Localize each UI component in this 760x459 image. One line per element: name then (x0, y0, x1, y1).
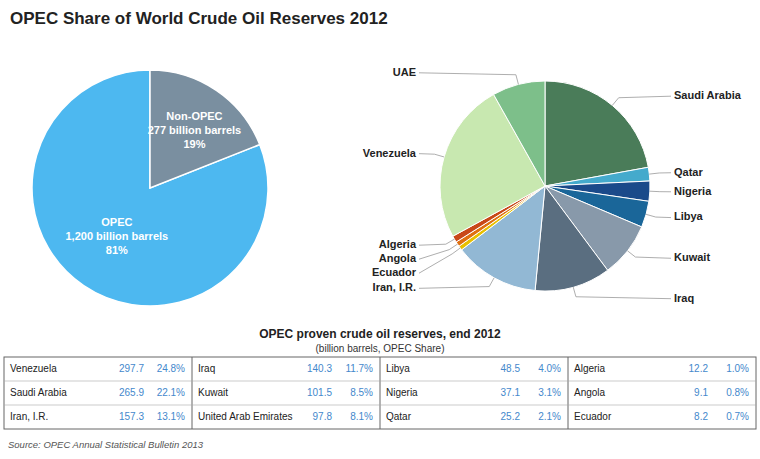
table-share: 0.7% (726, 411, 749, 422)
main-pie (32, 70, 268, 306)
slice-label: Libya (674, 210, 704, 222)
opec-pie (440, 81, 650, 291)
table-country: United Arab Emirates (198, 411, 293, 422)
leader-line (419, 154, 444, 157)
table-value: 8.2 (694, 411, 708, 422)
leader-line (419, 244, 458, 259)
table-row-divider (4, 405, 756, 406)
slice-label: Ecuador (372, 266, 417, 278)
table-value: 265.9 (119, 387, 144, 398)
table-value: 97.8 (313, 411, 333, 422)
table-value: 9.1 (694, 387, 708, 398)
table-value: 48.5 (501, 363, 521, 374)
table-subtitle: (billion barrels, OPEC Share) (316, 343, 445, 354)
table-value: 297.7 (119, 363, 144, 374)
leader-line (612, 96, 671, 105)
slice-label: Iraq (674, 292, 694, 304)
table-country: Ecuador (574, 411, 612, 422)
table-divider (568, 357, 569, 429)
slice-label: Saudi Arabia (674, 89, 742, 101)
table-share: 2.1% (538, 411, 561, 422)
slice-reserve-label: 1,200 billion barrels (65, 230, 168, 242)
table-country: Libya (386, 363, 410, 374)
slice-label: Kuwait (674, 251, 710, 263)
table-divider (380, 357, 381, 429)
slice-label: UAE (393, 66, 416, 78)
table-share: 24.8% (157, 363, 185, 374)
source-note: Source: OPEC Annual Statistical Bulletin… (8, 439, 204, 450)
table-value: 157.3 (119, 411, 144, 422)
table-share: 1.0% (726, 363, 749, 374)
leader-line (419, 73, 518, 85)
table-country: Qatar (386, 411, 412, 422)
slice-label: Iran, I.R. (373, 281, 416, 293)
table-row-divider (4, 381, 756, 382)
pie-slice (32, 70, 268, 306)
leader-line (419, 248, 460, 273)
leader-line (646, 214, 671, 217)
slice-value-label: 19% (183, 138, 205, 150)
table-country: Saudi Arabia (10, 387, 67, 398)
leader-line (419, 239, 454, 245)
slice-category: Non-OPEC (166, 110, 222, 122)
slice-label: Qatar (674, 166, 703, 178)
slice-label: Nigeria (674, 185, 712, 197)
leader-line (628, 251, 671, 258)
table-value: 37.1 (501, 387, 521, 398)
table-country: Iraq (198, 363, 215, 374)
slice-label: Venezuela (363, 147, 417, 159)
slice-category: OPEC (101, 216, 132, 228)
table-title: OPEC proven crude oil reserves, end 2012 (259, 327, 501, 341)
background (0, 0, 760, 459)
leader-line (419, 278, 494, 288)
slice-label: Angola (379, 252, 417, 264)
table-country: Angola (574, 387, 606, 398)
leader-line (573, 287, 671, 299)
table-value: 12.2 (689, 363, 709, 374)
leader-line (650, 191, 671, 193)
table-share: 4.0% (538, 363, 561, 374)
table-border (4, 357, 756, 429)
table-share: 22.1% (157, 387, 185, 398)
slice-reserve-label: 277 billion barrels (148, 124, 242, 136)
table-country: Iran, I.R. (10, 411, 48, 422)
table-share: 13.1% (157, 411, 185, 422)
table-share: 0.8% (726, 387, 749, 398)
table-country: Algeria (574, 363, 606, 374)
title: OPEC Share of World Crude Oil Reserves 2… (10, 9, 388, 28)
table-value: 140.3 (307, 363, 332, 374)
table-country: Kuwait (198, 387, 228, 398)
table-share: 8.1% (350, 411, 373, 422)
pie-slice (494, 81, 545, 186)
table-country: Venezuela (10, 363, 57, 374)
pie-slice (535, 186, 608, 291)
slice-label: Algeria (379, 238, 417, 250)
table-value: 101.5 (307, 387, 332, 398)
table-share: 11.7% (345, 363, 373, 374)
leader-line (649, 173, 671, 174)
table-country: Nigeria (386, 387, 418, 398)
table-value: 25.2 (501, 411, 521, 422)
chart: OPEC Share of World Crude Oil Reserves 2… (0, 0, 760, 459)
table-share: 3.1% (538, 387, 561, 398)
table-divider (192, 357, 193, 429)
table-share: 8.5% (350, 387, 373, 398)
slice-value-label: 81% (106, 244, 128, 256)
